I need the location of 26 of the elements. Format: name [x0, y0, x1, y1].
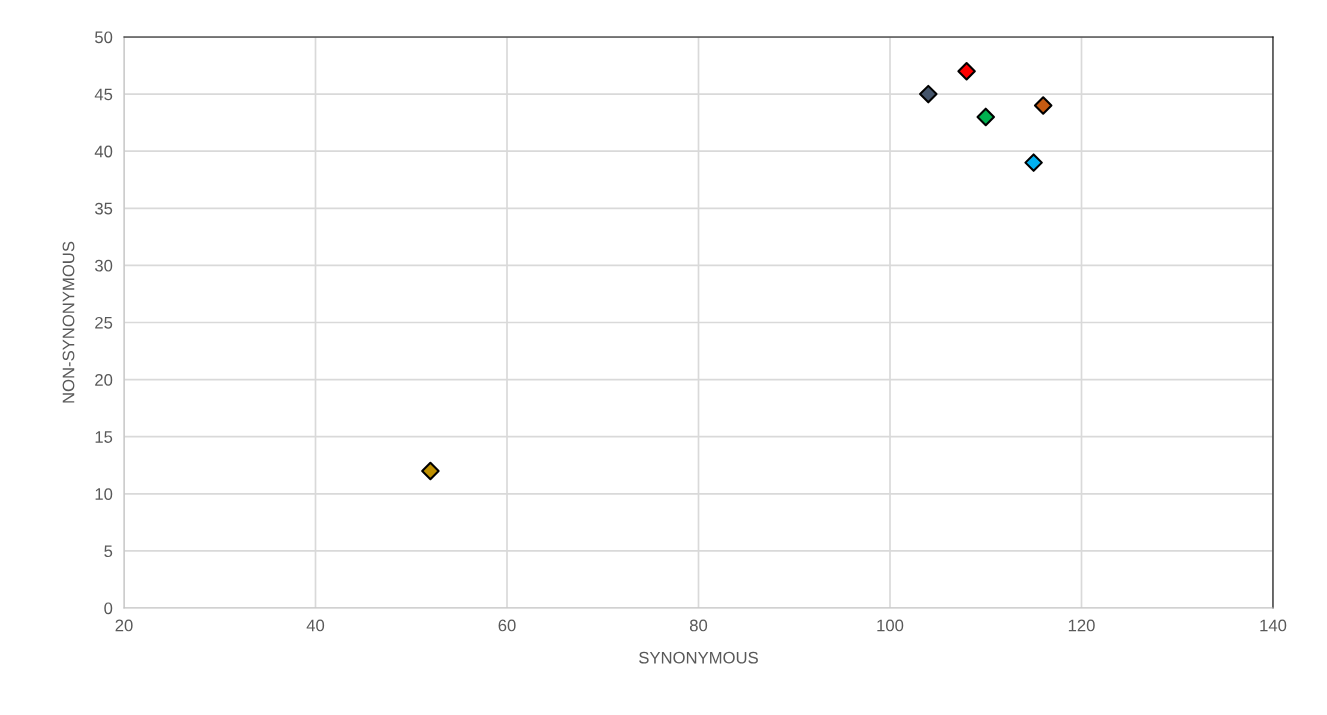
- point: [1033, 96, 1053, 115]
- point: [1024, 153, 1043, 172]
- x-tick-label: 140: [1260, 619, 1287, 632]
- x-tick-label: 80: [689, 619, 708, 632]
- y-tick-label: 50: [95, 31, 113, 44]
- y-tick-label: 40: [94, 145, 113, 158]
- x-tick-label: 100: [877, 619, 904, 632]
- y-tick-label: 30: [94, 259, 113, 272]
- y-axis-title: NON-SYNONYMOUS: [62, 241, 75, 403]
- y-tick-label: 35: [94, 202, 113, 215]
- point: [919, 84, 938, 104]
- x-tick-label: 40: [306, 619, 325, 632]
- y-tick-label: 45: [94, 88, 113, 101]
- y-tick-label: 20: [95, 374, 113, 386]
- point: [957, 62, 976, 81]
- x-axis-title: SYNONYMOUS: [639, 651, 758, 664]
- x-tick-label: 20: [115, 619, 133, 632]
- x-tick-label: 60: [498, 619, 516, 632]
- y-tick-label: 5: [104, 545, 113, 558]
- y-tick-label: 10: [95, 488, 113, 500]
- y-tick-label: 0: [104, 602, 113, 615]
- point: [976, 107, 996, 127]
- y-tick-label: 25: [95, 316, 113, 329]
- x-tick-label: 120: [1068, 619, 1095, 632]
- point: [421, 461, 440, 481]
- y-tick-label: 15: [95, 431, 113, 443]
